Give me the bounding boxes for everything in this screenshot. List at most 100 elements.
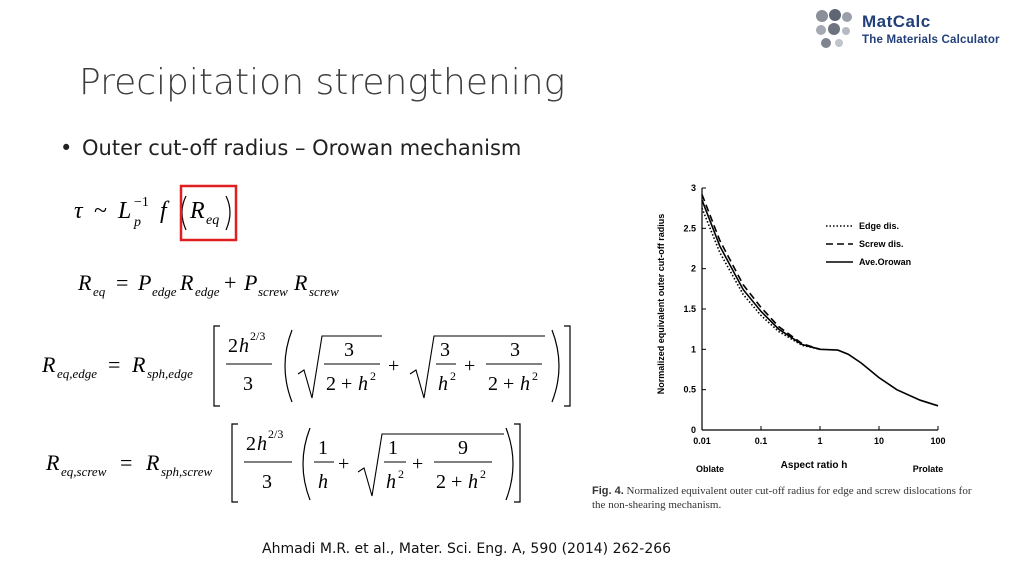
svg-text:R: R: [41, 352, 56, 377]
svg-text:+: +: [464, 355, 475, 377]
series-edge-dis: [701, 207, 821, 351]
svg-text:P: P: [243, 270, 257, 295]
svg-text:eq: eq: [206, 213, 219, 228]
svg-text:2: 2: [480, 467, 486, 481]
oblate-label: Oblate: [696, 464, 724, 474]
svg-text:eq,edge: eq,edge: [57, 366, 97, 381]
formula-req: R eq = P edge R edge + P screw R screw: [77, 270, 339, 299]
svg-text:screw: screw: [258, 284, 288, 299]
y-tick-label: 1: [691, 344, 696, 354]
x-tick-label: 0.1: [755, 436, 768, 446]
svg-text:2: 2: [228, 335, 238, 357]
bullet-text: Outer cut-off radius – Orowan mechanism: [82, 136, 522, 160]
svg-text:3: 3: [440, 339, 450, 361]
svg-text:2/3: 2/3: [250, 329, 265, 343]
svg-text:eq,screw: eq,screw: [61, 464, 107, 479]
page-title: Precipitation strengthening: [79, 62, 566, 103]
legend-label: Screw dis.: [859, 239, 904, 249]
svg-text:eq: eq: [93, 284, 106, 299]
svg-text:R: R: [77, 270, 92, 295]
svg-text:sph,edge: sph,edge: [147, 366, 193, 381]
matcalc-logo: MatCalc The Materials Calculator: [812, 6, 1017, 54]
formula-req-edge: R eq,edge = R sph,edge 2 h 2/3 3 3 2 + h…: [41, 325, 571, 407]
svg-text:3: 3: [510, 339, 520, 361]
figure-caption: Fig. 4. Normalized equivalent outer cut-…: [592, 484, 987, 512]
svg-text:+: +: [338, 453, 349, 475]
svg-text:R: R: [145, 450, 160, 475]
svg-text:2: 2: [398, 467, 404, 481]
cutoff-radius-chart: 0 0.5 1 1.5 2 2.5 3 0.01 0.1 1 10 100 Edge dis. Scre…: [656, 183, 946, 474]
svg-text:~: ~: [94, 198, 107, 224]
svg-text:+: +: [412, 453, 423, 475]
svg-text:=: =: [116, 270, 128, 295]
svg-text:2: 2: [532, 369, 538, 383]
svg-text:3: 3: [262, 471, 272, 493]
svg-text:3: 3: [344, 339, 354, 361]
legend-label: Ave.Orowan: [859, 257, 911, 267]
svg-text:p: p: [133, 215, 141, 230]
svg-text:2: 2: [246, 433, 256, 455]
svg-text:9: 9: [458, 437, 468, 459]
citation: Ahmadi M.R. et al., Mater. Sci. Eng. A, …: [262, 541, 672, 557]
logo-dots-icon: [816, 9, 852, 48]
bullet-dot: •: [60, 136, 73, 160]
x-tick-label: 10: [874, 436, 884, 446]
svg-text:h: h: [318, 471, 328, 493]
prolate-label: Prolate: [913, 464, 944, 474]
y-tick-label: 2.5: [683, 223, 696, 233]
svg-text:R: R: [189, 198, 205, 224]
logo-title: MatCalc: [862, 12, 931, 31]
svg-text:2 +: 2 +: [488, 373, 514, 395]
svg-text:2: 2: [370, 369, 376, 383]
y-tick-label: 0.5: [683, 385, 696, 395]
x-tick-label: 1: [817, 436, 822, 446]
svg-text:screw: screw: [309, 284, 339, 299]
svg-text:1: 1: [388, 437, 398, 459]
svg-text:P: P: [137, 270, 151, 295]
svg-text:2 +: 2 +: [326, 373, 352, 395]
highlight-box: [179, 184, 238, 242]
y-tick-label: 1.5: [683, 304, 696, 314]
svg-text:2: 2: [450, 369, 456, 383]
svg-text:h: h: [468, 471, 478, 493]
y-axis-label: Normalized equivalent outer cut-off radi…: [656, 214, 666, 395]
y-tick-label: 0: [691, 425, 696, 435]
svg-text:h: h: [239, 335, 249, 357]
svg-text:edge: edge: [152, 284, 177, 299]
svg-text:+: +: [388, 355, 399, 377]
svg-text:R: R: [45, 450, 60, 475]
svg-text:=: =: [108, 352, 120, 377]
svg-text:τ: τ: [74, 198, 84, 224]
series-ave-orowan: [701, 199, 939, 407]
y-tick-label: 2: [691, 264, 696, 274]
logo-subtitle: The Materials Calculator: [862, 34, 1000, 46]
svg-text:2/3: 2/3: [268, 427, 283, 441]
svg-text:h: h: [438, 373, 448, 395]
svg-text:R: R: [131, 352, 146, 377]
svg-text:1: 1: [318, 437, 328, 459]
formula-req-screw: R eq,screw = R sph,screw 2 h 2/3 3 1 h +…: [45, 423, 521, 503]
x-tick-label: 100: [930, 436, 945, 446]
caption-label: Fig. 4.: [592, 485, 624, 497]
svg-text:h: h: [358, 373, 368, 395]
svg-text:2 +: 2 +: [436, 471, 462, 493]
svg-text:R: R: [179, 270, 194, 295]
svg-text:h: h: [257, 433, 267, 455]
svg-text:edge: edge: [195, 284, 220, 299]
x-axis-label: Aspect ratio h: [781, 460, 848, 471]
svg-text:h: h: [520, 373, 530, 395]
caption-text: Normalized equivalent outer cut-off radi…: [592, 485, 972, 511]
svg-text:L: L: [117, 198, 131, 224]
svg-text:R: R: [293, 270, 308, 295]
series-screw-dis: [701, 194, 821, 351]
y-tick-label: 3: [691, 183, 696, 193]
svg-text:−1: −1: [134, 195, 149, 210]
x-tick-label: 0.01: [693, 436, 711, 446]
svg-text:h: h: [386, 471, 396, 493]
svg-text:f: f: [160, 198, 170, 224]
formula-tau: τ ~ L −1 p f R eq: [74, 184, 238, 242]
svg-text:sph,screw: sph,screw: [161, 464, 212, 479]
svg-text:+: +: [224, 270, 236, 295]
svg-text:3: 3: [243, 373, 253, 395]
bullet-item: • Outer cut-off radius – Orowan mechanism: [60, 136, 521, 160]
